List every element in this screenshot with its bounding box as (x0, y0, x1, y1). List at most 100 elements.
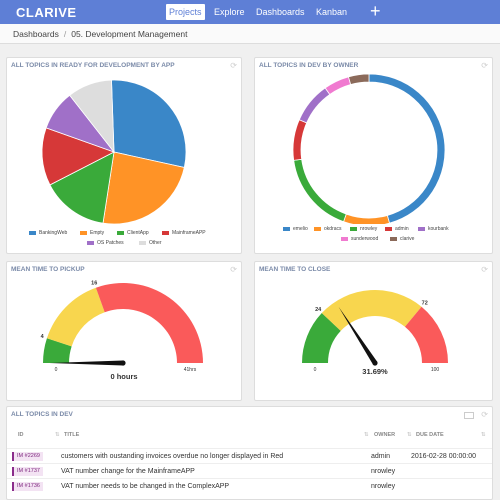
gauge-max-label: 41hrs (184, 367, 197, 373)
legend-item[interactable]: emelio (283, 226, 308, 232)
legend-swatch (350, 226, 357, 231)
legend-label: emelio (293, 226, 308, 232)
refresh-icon[interactable]: ⟳ (481, 265, 488, 274)
topic-id-badge[interactable]: IM #2269 (12, 452, 43, 461)
slice-empty[interactable] (102, 151, 185, 225)
topic-owner: admin (371, 453, 391, 460)
slice-okdracs[interactable] (343, 213, 390, 224)
gauge-needle (338, 306, 378, 365)
add-plus-icon[interactable]: + (370, 1, 381, 21)
legend-swatch (341, 236, 348, 241)
gauge-band (43, 338, 72, 363)
legend-swatch (385, 226, 392, 231)
col-header-id[interactable]: ID (18, 432, 24, 438)
legend-item[interactable]: admin (385, 226, 409, 232)
topic-title[interactable]: VAT number needs to be changed in the Co… (61, 483, 230, 490)
panel-topics-by-owner: ALL TOPICS IN DEV BY OWNER ⟳ emelio okdra… (254, 57, 493, 254)
legend-swatch (29, 230, 36, 235)
panel-title: ALL TOPICS IN DEV BY OWNER (259, 62, 359, 69)
slice-sunderwood[interactable] (324, 76, 352, 96)
sort-icon[interactable]: ⇅ (407, 432, 412, 438)
col-header-title[interactable]: TITLE (64, 432, 80, 438)
legend-item[interactable]: OS Patches (87, 240, 124, 246)
refresh-icon[interactable]: ⟳ (230, 265, 237, 274)
top-navbar: CLARIVE Projects Explore Dashboards Kanb… (0, 0, 500, 24)
slice-nrowley[interactable] (293, 158, 347, 223)
slice-kourbank[interactable] (298, 87, 331, 124)
legend-item[interactable]: Empty (80, 230, 104, 236)
gauge-band (302, 313, 341, 363)
legend-label: BankingWeb (39, 230, 68, 236)
gauge-band (404, 306, 448, 363)
legend-swatch (139, 240, 146, 245)
legend-item[interactable]: sunderwood (341, 236, 378, 242)
legend-item[interactable]: okdracs (314, 226, 342, 232)
legend-label: ClientApp (127, 230, 149, 236)
refresh-icon[interactable]: ⟳ (481, 410, 488, 419)
topic-id-badge[interactable]: IM #1737 (12, 467, 43, 476)
legend-label: Empty (90, 230, 105, 236)
nav-dashboards[interactable]: Dashboards (256, 7, 305, 17)
legend-item[interactable]: Other (139, 240, 162, 246)
topic-owner: nrowley (371, 483, 396, 490)
table-row[interactable]: IM #1737 VAT number change for the Mainf… (7, 463, 492, 478)
topic-title[interactable]: VAT number change for the MainframeAPP (61, 468, 195, 475)
legend-swatch (314, 226, 321, 231)
slice-admin[interactable] (292, 119, 308, 161)
gauge-threshold-label: 4 (41, 334, 45, 340)
slice-other[interactable] (69, 80, 115, 154)
refresh-icon[interactable]: ⟳ (230, 61, 237, 70)
panel-mean-time-to-close: MEAN TIME TO CLOSE ⟳ 0 100 24 72 31.69% (254, 261, 493, 401)
legend-label: nrowley (360, 226, 378, 232)
slice-mainframeapp[interactable] (41, 127, 116, 186)
legend-label: sunderwood (351, 236, 379, 242)
legend-label: admin (395, 226, 409, 232)
donut-legend-by-owner: emelio okdracs nrowley admin kourbank sunderw… (255, 226, 494, 250)
gauge-min-label: 0 (55, 367, 58, 373)
panel-topics-by-app: ALL TOPICS IN READY FOR DEVELOPMENT BY A… (6, 57, 242, 254)
legend-item[interactable]: ClientApp (117, 230, 149, 236)
legend-item[interactable]: kourbank (418, 226, 449, 232)
panel-title: ALL TOPICS IN DEV (11, 411, 73, 418)
nav-kanban[interactable]: Kanban (316, 7, 348, 17)
slice-clarive[interactable] (348, 74, 370, 86)
col-header-owner[interactable]: OWNER (374, 432, 396, 438)
breadcrumb-current: 05. Development Management (71, 29, 188, 39)
gauge-pickup: 0 41hrs 4 16 0 hours (41, 281, 203, 381)
table-row[interactable]: IM #1736 VAT number needs to be changed … (7, 478, 492, 493)
topic-title[interactable]: customers with oustanding invoices overd… (61, 453, 284, 460)
panel-title: MEAN TIME TO PICKUP (11, 266, 85, 273)
grid-view-icon[interactable] (464, 412, 474, 419)
legend-item[interactable]: clarive (390, 236, 414, 242)
slice-emelio[interactable] (368, 74, 446, 224)
nav-explore[interactable]: Explore (214, 7, 245, 17)
gauge-needle-hub (120, 360, 126, 366)
gauge-close: 0 100 24 72 31.69% (302, 290, 448, 376)
breadcrumb-dashboards[interactable]: Dashboards (13, 29, 59, 39)
table-row[interactable]: IM #2269 customers with oustanding invoi… (7, 448, 492, 463)
topic-owner: nrowley (371, 468, 396, 475)
clarive-logo[interactable]: CLARIVE (16, 5, 77, 20)
topic-due-date: 2016-02-28 00:00:00 (411, 453, 476, 460)
legend-swatch (283, 226, 290, 231)
sort-icon[interactable]: ⇅ (55, 432, 60, 438)
gauge-threshold-label: 24 (315, 307, 322, 313)
gauge-threshold-label: 16 (91, 281, 97, 287)
donut-chart-by-owner (292, 74, 446, 224)
slice-clientapp[interactable] (49, 151, 115, 224)
legend-item[interactable]: nrowley (350, 226, 377, 232)
topic-id-badge[interactable]: IM #1736 (12, 482, 43, 491)
col-header-due-date[interactable]: DUE DATE (416, 432, 444, 438)
gauge-band (321, 290, 422, 331)
gauge-threshold-label: 72 (422, 300, 428, 306)
panel-title: MEAN TIME TO CLOSE (259, 266, 331, 273)
sort-icon[interactable]: ⇅ (481, 432, 486, 438)
sort-icon[interactable]: ⇅ (364, 432, 369, 438)
legend-item[interactable]: BankingWeb (29, 230, 67, 236)
gauge-value-label: 31.69% (362, 367, 388, 376)
nav-projects[interactable]: Projects (166, 4, 205, 20)
legend-item[interactable]: MainframeAPP (162, 230, 206, 236)
slice-bankingweb[interactable] (111, 80, 187, 168)
refresh-icon[interactable]: ⟳ (481, 61, 488, 70)
legend-label: Other (149, 240, 162, 246)
